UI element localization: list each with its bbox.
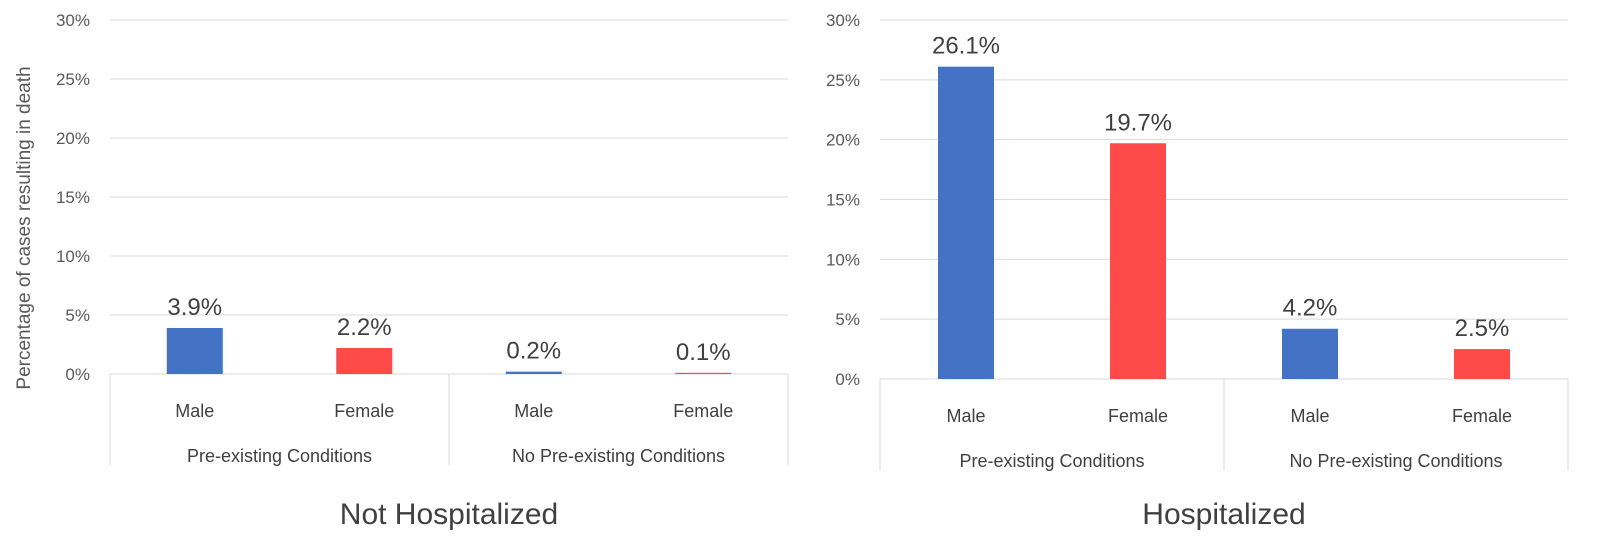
bar-female: [675, 372, 732, 374]
x-group-label: No Pre-existing Conditions: [512, 446, 725, 466]
x-category-label: Male: [514, 401, 553, 421]
y-tick-label: 5%: [65, 306, 90, 325]
x-category-label: Male: [946, 406, 985, 426]
x-category-label: Female: [334, 401, 394, 421]
x-category-label: Female: [673, 401, 733, 421]
y-tick-label: 30%: [56, 11, 90, 30]
chart-title: Not Hospitalized: [340, 498, 558, 531]
y-tick-label: 20%: [826, 131, 860, 150]
data-label: 0.2%: [506, 338, 561, 365]
data-label: 19.7%: [1104, 109, 1172, 136]
y-tick-label: 10%: [826, 250, 860, 269]
y-tick-label: 20%: [56, 129, 90, 148]
x-category-label: Male: [1290, 406, 1329, 426]
bar-female: [1454, 349, 1510, 379]
x-category-label: Female: [1452, 406, 1512, 426]
y-axis-label: Percentage of cases resulting in death: [14, 66, 35, 389]
bar-male: [505, 371, 562, 374]
y-tick-label: 30%: [826, 11, 860, 30]
y-tick-label: 15%: [826, 191, 860, 210]
chart-panel-2: 0% 5% 10% 15% 20% 25% 30% 26.1% Male 19.7% Female P…: [826, 11, 1569, 531]
data-label: 0.1%: [676, 339, 731, 366]
data-label: 3.9%: [167, 294, 222, 321]
data-label: 26.1%: [932, 33, 1000, 60]
data-label: 2.5%: [1455, 315, 1510, 342]
bar-male: [938, 66, 994, 380]
x-category-label: Female: [1108, 406, 1168, 426]
y-tick-label: 15%: [56, 188, 90, 207]
chart-title: Hospitalized: [1142, 498, 1305, 531]
x-group-label: Pre-existing Conditions: [187, 446, 372, 466]
bar-female: [1110, 143, 1166, 379]
bar-female: [336, 348, 393, 374]
bar-male: [1282, 328, 1338, 379]
bar-male: [166, 327, 223, 374]
chart-panel-1: 0% 5% 10% 15% 20% 25% 30% 3.9% Male 2.2% Female Pre…: [56, 11, 789, 531]
y-tick-label: 0%: [835, 370, 860, 389]
x-category-label: Male: [175, 401, 214, 421]
x-group-label: No Pre-existing Conditions: [1289, 451, 1502, 471]
x-group-label: Pre-existing Conditions: [959, 451, 1144, 471]
y-tick-label: 5%: [835, 310, 860, 329]
y-tick-label: 0%: [65, 365, 90, 384]
y-tick-label: 25%: [826, 71, 860, 90]
data-label: 4.2%: [1283, 295, 1338, 322]
y-tick-label: 25%: [56, 70, 90, 89]
y-tick-label: 10%: [56, 247, 90, 266]
data-label: 2.2%: [337, 314, 392, 341]
